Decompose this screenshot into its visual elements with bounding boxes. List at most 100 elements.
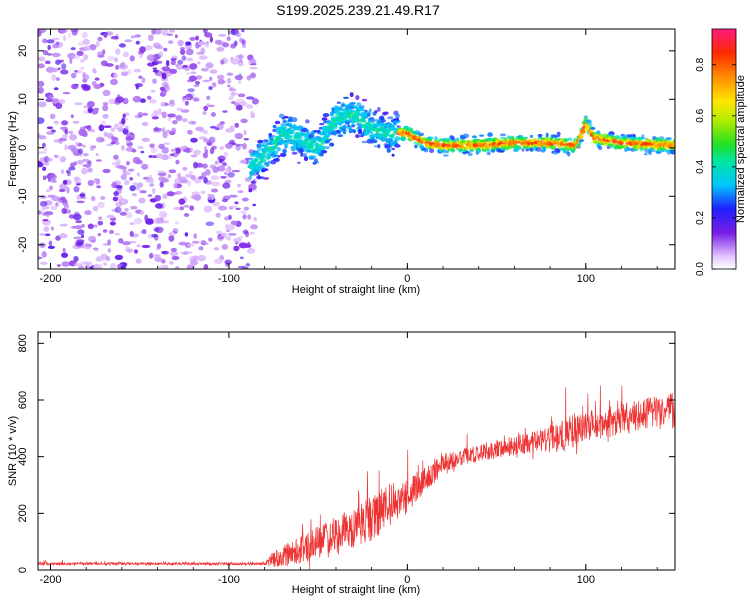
heatmap-cell bbox=[38, 63, 45, 69]
heatmap-cell bbox=[111, 181, 118, 189]
heatmap-cell bbox=[214, 160, 219, 165]
heatmap-cell bbox=[189, 36, 196, 41]
heatmap-cell bbox=[273, 154, 279, 157]
heatmap-cell bbox=[578, 141, 582, 145]
heatmap-cell bbox=[467, 153, 473, 156]
heatmap-cell bbox=[66, 187, 70, 194]
heatmap-cell bbox=[320, 145, 326, 151]
heatmap-cell bbox=[652, 136, 657, 141]
heatmap-cell bbox=[161, 111, 167, 119]
heatmap-cell bbox=[52, 37, 60, 41]
heatmap-cell bbox=[98, 216, 103, 220]
heatmap-cell bbox=[167, 116, 172, 122]
heatmap-cell bbox=[175, 64, 184, 70]
heatmap-cell bbox=[120, 71, 129, 77]
heatmap-cell bbox=[291, 117, 298, 123]
heatmap-cell bbox=[70, 162, 76, 168]
heatmap-cell bbox=[129, 177, 133, 181]
heatmap-cell bbox=[229, 205, 238, 208]
heatmap-cell bbox=[114, 57, 118, 63]
heatmap-cell bbox=[289, 135, 295, 138]
heatmap-cell bbox=[243, 244, 252, 248]
heatmap-cell bbox=[68, 130, 74, 135]
heatmap-cell bbox=[203, 264, 209, 269]
heatmap-cell bbox=[82, 132, 88, 138]
heatmap-cell bbox=[58, 137, 67, 142]
heatmap-cell bbox=[192, 97, 200, 102]
heatmap-cell bbox=[80, 66, 85, 70]
heatmap-cell bbox=[248, 175, 252, 180]
heatmap-cell bbox=[89, 145, 95, 151]
heatmap-cell bbox=[58, 99, 66, 104]
heatmap-cell bbox=[230, 220, 238, 226]
heatmap-cell bbox=[112, 72, 119, 79]
heatmap-cell bbox=[204, 145, 207, 153]
heatmap-cell bbox=[554, 137, 558, 141]
heatmap-cell bbox=[239, 101, 248, 107]
heatmap-cell bbox=[73, 161, 78, 166]
heatmap-cell bbox=[87, 223, 94, 230]
heatmap-cell bbox=[62, 179, 68, 185]
heatmap-cell bbox=[102, 113, 109, 119]
heatmap-cell bbox=[328, 138, 333, 141]
heatmap-cell bbox=[443, 154, 449, 157]
heatmap-cell bbox=[122, 127, 129, 135]
heatmap-cell bbox=[212, 201, 221, 207]
heatmap-cell bbox=[268, 132, 273, 138]
heatmap-cell bbox=[202, 79, 211, 83]
heatmap-cell bbox=[96, 136, 105, 143]
heatmap-cell bbox=[241, 39, 246, 46]
heatmap-cell bbox=[234, 122, 239, 128]
heatmap-cell bbox=[41, 251, 47, 258]
heatmap-cell bbox=[168, 169, 177, 174]
heatmap-cell bbox=[50, 67, 59, 73]
heatmap-cell bbox=[147, 194, 153, 197]
heatmap-cell bbox=[225, 128, 233, 133]
heatmap-cell bbox=[155, 217, 165, 224]
heatmap-cell bbox=[70, 114, 74, 119]
heatmap-cell bbox=[125, 125, 129, 130]
heatmap-cell bbox=[281, 124, 288, 130]
heatmap-cell bbox=[193, 149, 201, 156]
heatmap-cell bbox=[118, 187, 123, 190]
heatmap-cell bbox=[287, 116, 293, 119]
heatmap-cell bbox=[206, 95, 211, 101]
heatmap-cell bbox=[157, 170, 166, 174]
heatmap-cell bbox=[216, 230, 222, 235]
heatmap-cell bbox=[193, 161, 198, 169]
heatmap-cell bbox=[120, 197, 126, 204]
heatmap-cell bbox=[95, 153, 99, 156]
heatmap-cell bbox=[168, 131, 176, 136]
heatmap-cell bbox=[61, 252, 69, 258]
heatmap-cell bbox=[233, 245, 240, 252]
heatmap-cell bbox=[407, 127, 414, 132]
heatmap-cell bbox=[238, 79, 242, 85]
heatmap-cell bbox=[325, 146, 330, 150]
heatmap-cell bbox=[245, 263, 251, 267]
heatmap-cell bbox=[414, 144, 418, 149]
heatmap-cell bbox=[74, 177, 82, 184]
heatmap-cell bbox=[167, 155, 173, 160]
heatmap-cell bbox=[672, 141, 675, 146]
heatmap-cell bbox=[87, 107, 94, 113]
heatmap-cell bbox=[238, 54, 244, 60]
heatmap-cell bbox=[556, 148, 561, 154]
heatmap-cell bbox=[576, 144, 581, 147]
heatmap-cell bbox=[224, 259, 232, 265]
heatmap-cell bbox=[462, 133, 470, 139]
heatmap-cell bbox=[204, 32, 213, 38]
heatmap-cell bbox=[250, 180, 256, 184]
heatmap-cell bbox=[138, 75, 143, 79]
heatmap-cell bbox=[64, 144, 68, 151]
heatmap-cell bbox=[216, 46, 225, 52]
heatmap-cell bbox=[204, 43, 209, 48]
heatmap-cell bbox=[189, 205, 195, 211]
heatmap-cell bbox=[47, 245, 56, 249]
heatmap-cell bbox=[193, 194, 202, 201]
heatmap-cell bbox=[242, 143, 247, 150]
heatmap-cell bbox=[149, 198, 157, 203]
heatmap-cell bbox=[82, 74, 90, 81]
heatmap-cell bbox=[567, 151, 571, 157]
heatmap-cell bbox=[169, 153, 175, 156]
heatmap-cell bbox=[460, 139, 466, 144]
